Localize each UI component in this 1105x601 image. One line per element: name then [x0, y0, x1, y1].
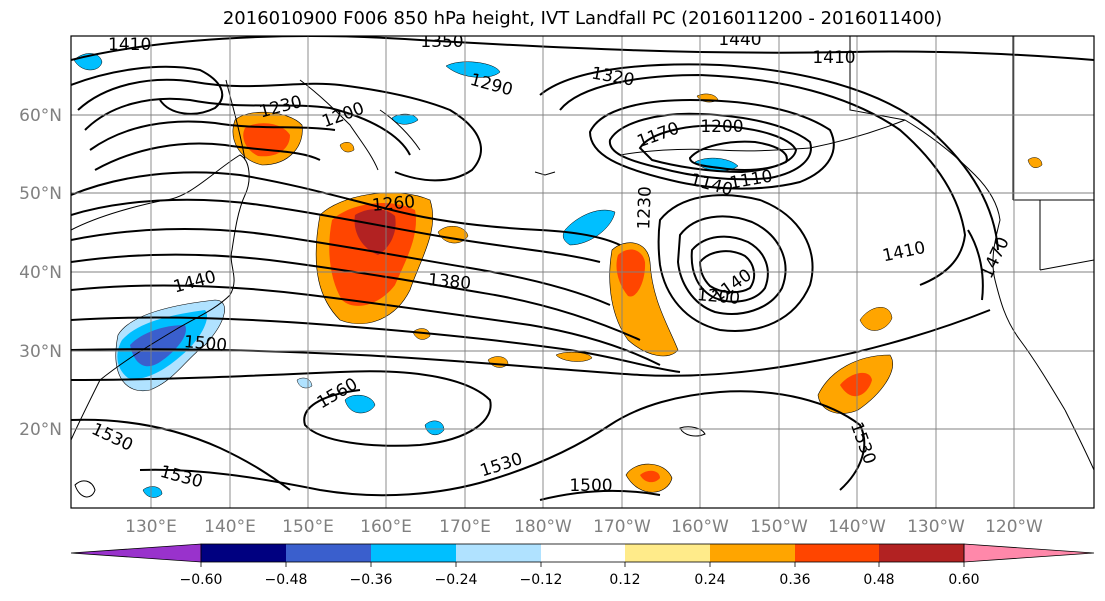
lon-label: 160°W: [671, 517, 729, 537]
lon-label: 150°W: [750, 517, 808, 537]
contour-label: 1350: [420, 32, 463, 52]
colorbar-segment: [456, 544, 541, 562]
contour-label: 1440: [718, 30, 761, 50]
colorbar-tick-label: −0.36: [350, 572, 393, 588]
contour-label: 1410: [108, 35, 151, 55]
plot-frame: [70, 35, 1095, 509]
colorbar-segment: [286, 544, 371, 562]
lon-label: 180°W: [514, 517, 572, 537]
lon-label: 170°W: [593, 517, 651, 537]
colorbar-tick-label: −0.48: [265, 572, 308, 588]
colorbar-tick-label: −0.24: [435, 572, 478, 588]
coastlines: [71, 36, 1094, 498]
latitude-axis: 60°N 50°N 40°N 30°N 20°N: [19, 106, 62, 440]
contour-label: 1200: [700, 117, 743, 137]
longitude-axis: 130°E 140°E 150°E 160°E 170°E 180°W 170°…: [125, 517, 1043, 537]
colorbar-segment: [625, 544, 710, 562]
graticule: [71, 36, 1094, 508]
colorbar-tick-label: −0.12: [520, 572, 563, 588]
lon-label: 150°E: [282, 517, 334, 537]
contour-label: 1410: [812, 48, 855, 68]
lon-label: 140°W: [828, 517, 886, 537]
lon-label: 130°W: [907, 517, 965, 537]
lon-label: 140°E: [204, 517, 256, 537]
contour-label: 1500: [569, 476, 612, 496]
colorbar-tick-label: 0.60: [948, 572, 979, 588]
contour-label: 1380: [427, 270, 472, 294]
colorbar-segment: [795, 544, 879, 562]
colorbar-tick-label: 0.24: [694, 572, 725, 588]
lon-label: 130°E: [125, 517, 177, 537]
lat-label: 20°N: [19, 420, 62, 440]
contour-label: 1500: [183, 332, 228, 356]
colorbar-segment: [541, 544, 625, 562]
lat-label: 60°N: [19, 106, 62, 126]
contour-label: 1200: [696, 285, 741, 309]
contour-label: 1260: [371, 192, 416, 216]
lon-label: 160°E: [360, 517, 412, 537]
colorbar-tick-label: 0.12: [609, 572, 640, 588]
colorbar-extend-min: [70, 543, 202, 563]
colorbar-tick-label: 0.48: [863, 572, 894, 588]
colorbar-tick-label: −0.60: [180, 572, 223, 588]
colorbar-segment: [201, 544, 286, 562]
lat-label: 30°N: [19, 342, 62, 362]
lat-label: 40°N: [19, 263, 62, 283]
contour-label: 1230: [634, 186, 655, 230]
colorbar-segment: [879, 544, 964, 562]
map-title: 2016010900 F006 850 hPa height, IVT Land…: [222, 8, 943, 29]
colorbar-tick-label: 0.36: [779, 572, 810, 588]
lat-label: 50°N: [19, 184, 62, 204]
lon-label: 120°W: [985, 517, 1043, 537]
colorbar-segment: [710, 544, 795, 562]
colorbar-segment: [371, 544, 456, 562]
colorbar: −0.60 −0.48 −0.36 −0.24 −0.12 0.12 0.24 …: [70, 543, 1095, 588]
colorbar-extend-max: [963, 543, 1095, 563]
lon-label: 170°E: [439, 517, 491, 537]
